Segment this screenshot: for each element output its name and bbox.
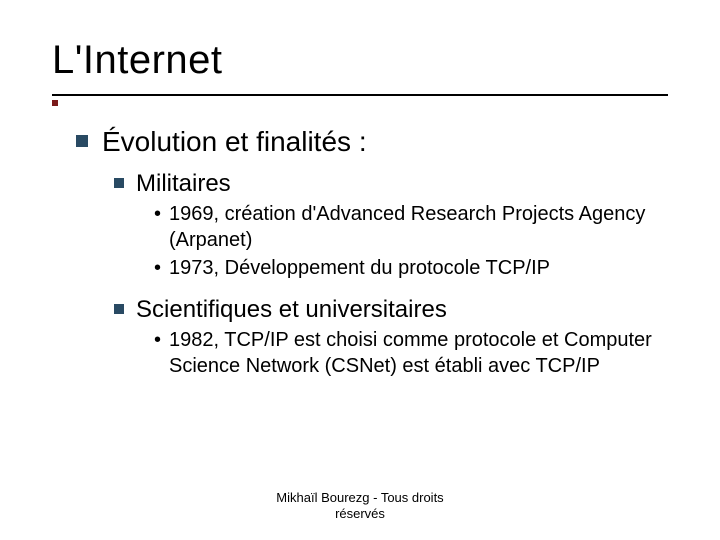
square-bullet-icon — [114, 178, 124, 188]
title-underline — [52, 94, 668, 96]
bullet-level3: • 1969, création d'Advanced Research Pro… — [154, 201, 676, 253]
level3-text: 1973, Développement du protocole TCP/IP — [169, 255, 550, 281]
dot-bullet-icon: • — [154, 201, 161, 227]
level2-text: Scientifiques et universitaires — [136, 295, 447, 325]
slide: L'Internet Évolution et finalités : Mili… — [0, 0, 720, 540]
footer-line1: Mikhaïl Bourezg - Tous droits — [276, 490, 443, 505]
bullet-level2: Militaires — [114, 169, 676, 199]
bullet-level3: • 1982, TCP/IP est choisi comme protocol… — [154, 327, 676, 379]
dot-bullet-icon: • — [154, 255, 161, 281]
bullet-level3: • 1973, Développement du protocole TCP/I… — [154, 255, 676, 281]
bullet-level2: Scientifiques et universitaires — [114, 295, 676, 325]
footer: Mikhaïl Bourezg - Tous droits réservés — [0, 490, 720, 523]
level1-text: Évolution et finalités : — [102, 124, 367, 159]
content-area: Évolution et finalités : Militaires • 19… — [76, 124, 676, 379]
footer-line2: réservés — [335, 506, 385, 521]
dot-bullet-icon: • — [154, 327, 161, 353]
square-bullet-icon — [114, 304, 124, 314]
slide-title: L'Internet — [52, 38, 223, 83]
level3-text: 1969, création d'Advanced Research Proje… — [169, 201, 676, 253]
level3-text: 1982, TCP/IP est choisi comme protocole … — [169, 327, 676, 379]
level2-text: Militaires — [136, 169, 231, 199]
square-bullet-icon — [76, 135, 88, 147]
corner-accent — [52, 100, 58, 106]
bullet-level1: Évolution et finalités : — [76, 124, 676, 159]
